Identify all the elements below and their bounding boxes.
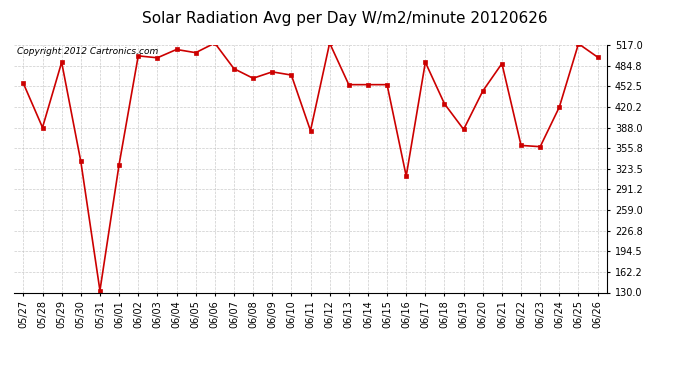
Text: Copyright 2012 Cartronics.com: Copyright 2012 Cartronics.com xyxy=(17,48,158,57)
Text: Solar Radiation Avg per Day W/m2/minute 20120626: Solar Radiation Avg per Day W/m2/minute … xyxy=(142,11,548,26)
